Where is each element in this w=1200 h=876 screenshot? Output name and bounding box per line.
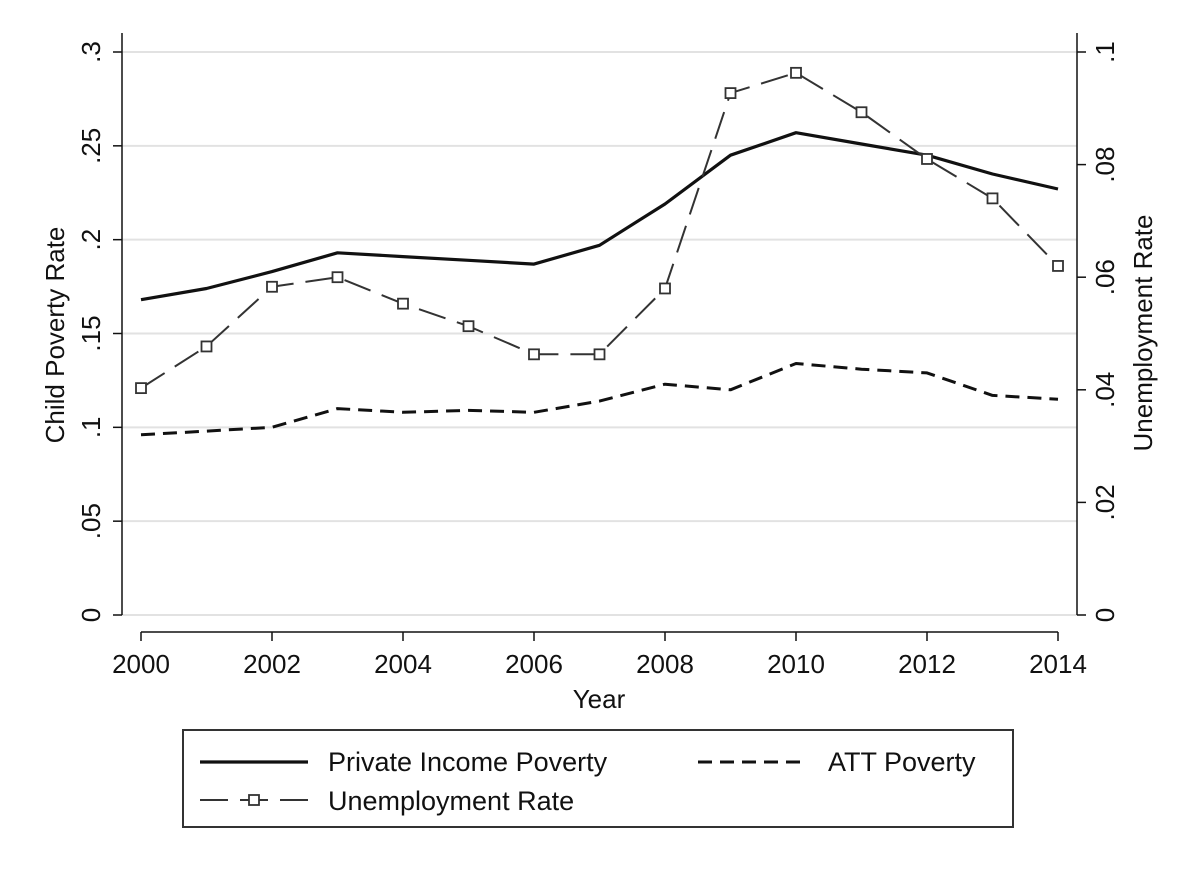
y-axis-title-right: Unemployment Rate bbox=[1128, 215, 1158, 452]
series-point-unemployment-rate-2001 bbox=[200, 340, 213, 353]
x-axis-title: Year bbox=[573, 684, 626, 714]
y-tick-label-left-2: .1 bbox=[76, 416, 106, 438]
series-point-unemployment-rate-2009 bbox=[724, 87, 737, 99]
y-axis-title-left: Child Poverty Rate bbox=[40, 227, 70, 444]
series-point-unemployment-rate-2007 bbox=[593, 348, 606, 361]
axes: 0 .05 .1 .15 .2 .25 .3 0 .02 .04 .06 .08 .1 2000 2002 2… bbox=[76, 33, 1120, 679]
series-point-unemployment-rate-2011 bbox=[855, 106, 868, 119]
y-tick-label-right-4: .08 bbox=[1090, 147, 1120, 183]
y-tick-label-right-2: .04 bbox=[1090, 372, 1120, 408]
y-tick-label-right-1: .02 bbox=[1090, 484, 1120, 520]
legend-label-unemployment-rate: Unemployment Rate bbox=[328, 786, 574, 816]
series-point-unemployment-rate-2004 bbox=[397, 297, 409, 310]
series-point-unemployment-rate-2012 bbox=[921, 153, 933, 165]
series-line-att-poverty bbox=[140, 362, 1059, 437]
legend-item-unemployment-rate: Unemployment Rate bbox=[200, 786, 574, 816]
y-tick-label-left-3: .15 bbox=[76, 315, 106, 351]
legend-item-private-income-poverty: Private Income Poverty bbox=[200, 747, 608, 777]
x-tick-label-5: 2010 bbox=[767, 649, 825, 679]
series bbox=[135, 66, 1064, 437]
legend-box bbox=[182, 729, 1014, 828]
series-line-private-income-poverty bbox=[140, 131, 1059, 302]
y-tick-label-left-0: 0 bbox=[76, 608, 106, 622]
y-tick-label-left-1: .05 bbox=[76, 503, 106, 539]
x-tick-label-3: 2006 bbox=[505, 649, 563, 679]
series-point-unemployment-rate-2006 bbox=[528, 348, 540, 361]
legend-label-att-poverty: ATT Poverty bbox=[828, 747, 976, 777]
series-point-unemployment-rate-2013 bbox=[986, 192, 999, 205]
y-tick-label-right-5: .1 bbox=[1090, 41, 1120, 63]
series-point-unemployment-rate-2005 bbox=[462, 320, 475, 333]
y-tick-label-right-0: 0 bbox=[1090, 608, 1120, 622]
series-point-unemployment-rate-2000 bbox=[135, 382, 147, 395]
series-point-unemployment-rate-2010 bbox=[790, 66, 802, 79]
legend: Private Income Poverty ATT Poverty Unemp… bbox=[182, 729, 1014, 828]
gridlines bbox=[122, 51, 1077, 616]
x-tick-label-7: 2014 bbox=[1029, 649, 1087, 679]
legend-marker-unemployment-rate bbox=[248, 794, 260, 806]
y-tick-label-left-6: .3 bbox=[76, 41, 106, 63]
x-tick-label-1: 2002 bbox=[243, 649, 301, 679]
y-tick-label-left-4: .2 bbox=[76, 229, 106, 251]
legend-item-att-poverty: ATT Poverty bbox=[698, 747, 976, 777]
series-point-unemployment-rate-2003 bbox=[331, 271, 344, 284]
x-tick-label-0: 2000 bbox=[112, 649, 170, 679]
series-point-unemployment-rate-2014 bbox=[1052, 260, 1064, 272]
x-tick-label-4: 2008 bbox=[636, 649, 694, 679]
y-tick-label-left-5: .25 bbox=[76, 128, 106, 164]
series-line-unemployment-rate bbox=[140, 71, 1059, 389]
series-point-unemployment-rate-2002 bbox=[266, 280, 278, 293]
y-tick-label-right-3: .06 bbox=[1090, 259, 1120, 295]
x-tick-label-2: 2004 bbox=[374, 649, 432, 679]
legend-label-private-income-poverty: Private Income Poverty bbox=[328, 747, 608, 777]
x-tick-label-6: 2012 bbox=[898, 649, 956, 679]
series-point-unemployment-rate-2008 bbox=[659, 282, 671, 295]
